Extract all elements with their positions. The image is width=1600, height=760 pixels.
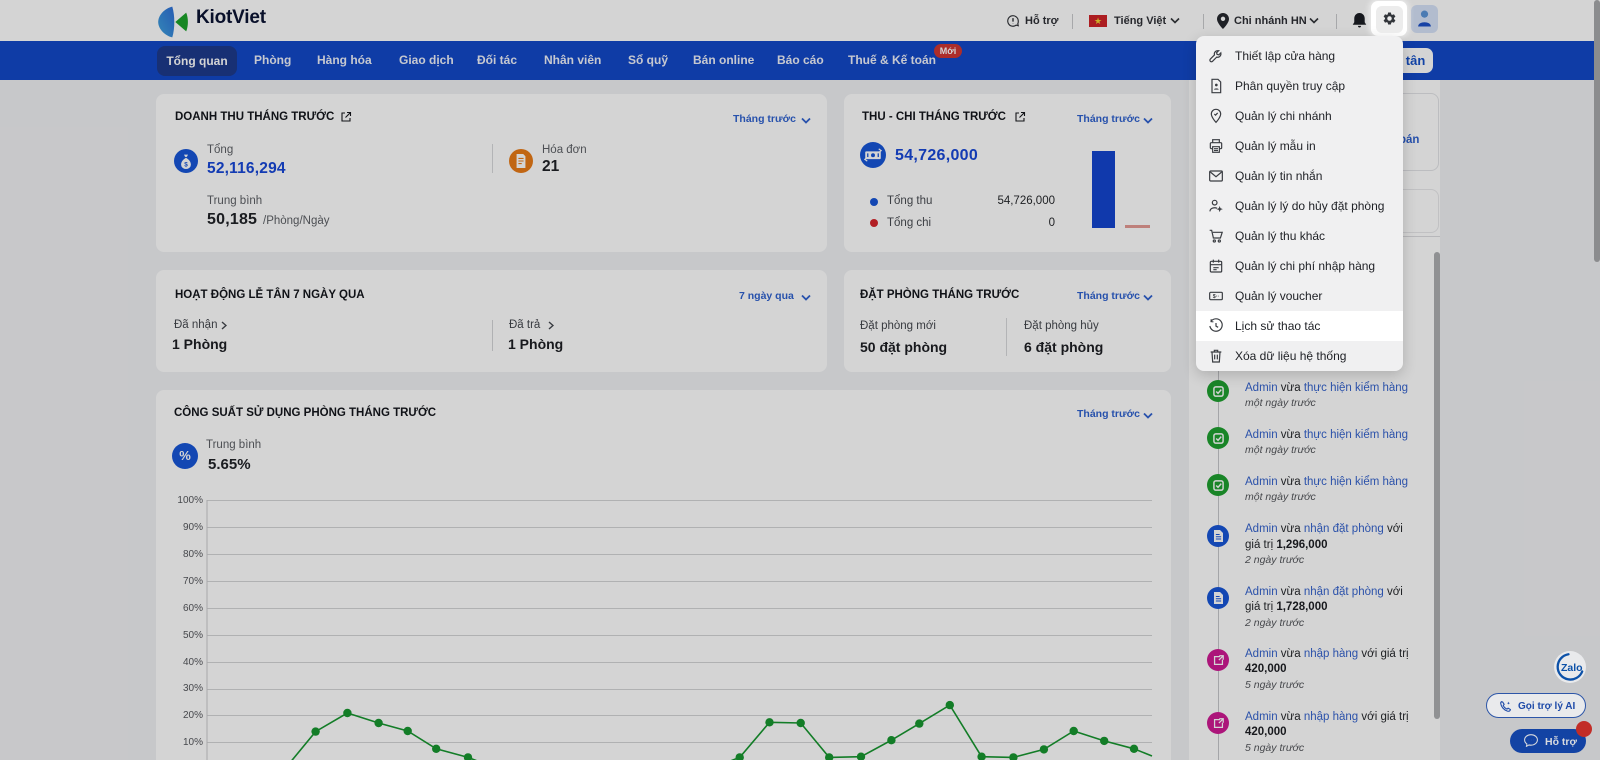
svg-text:Zalo: Zalo [1561,662,1583,674]
svg-text:$··: $·· [1213,294,1220,300]
svg-text:$: $ [184,161,188,168]
